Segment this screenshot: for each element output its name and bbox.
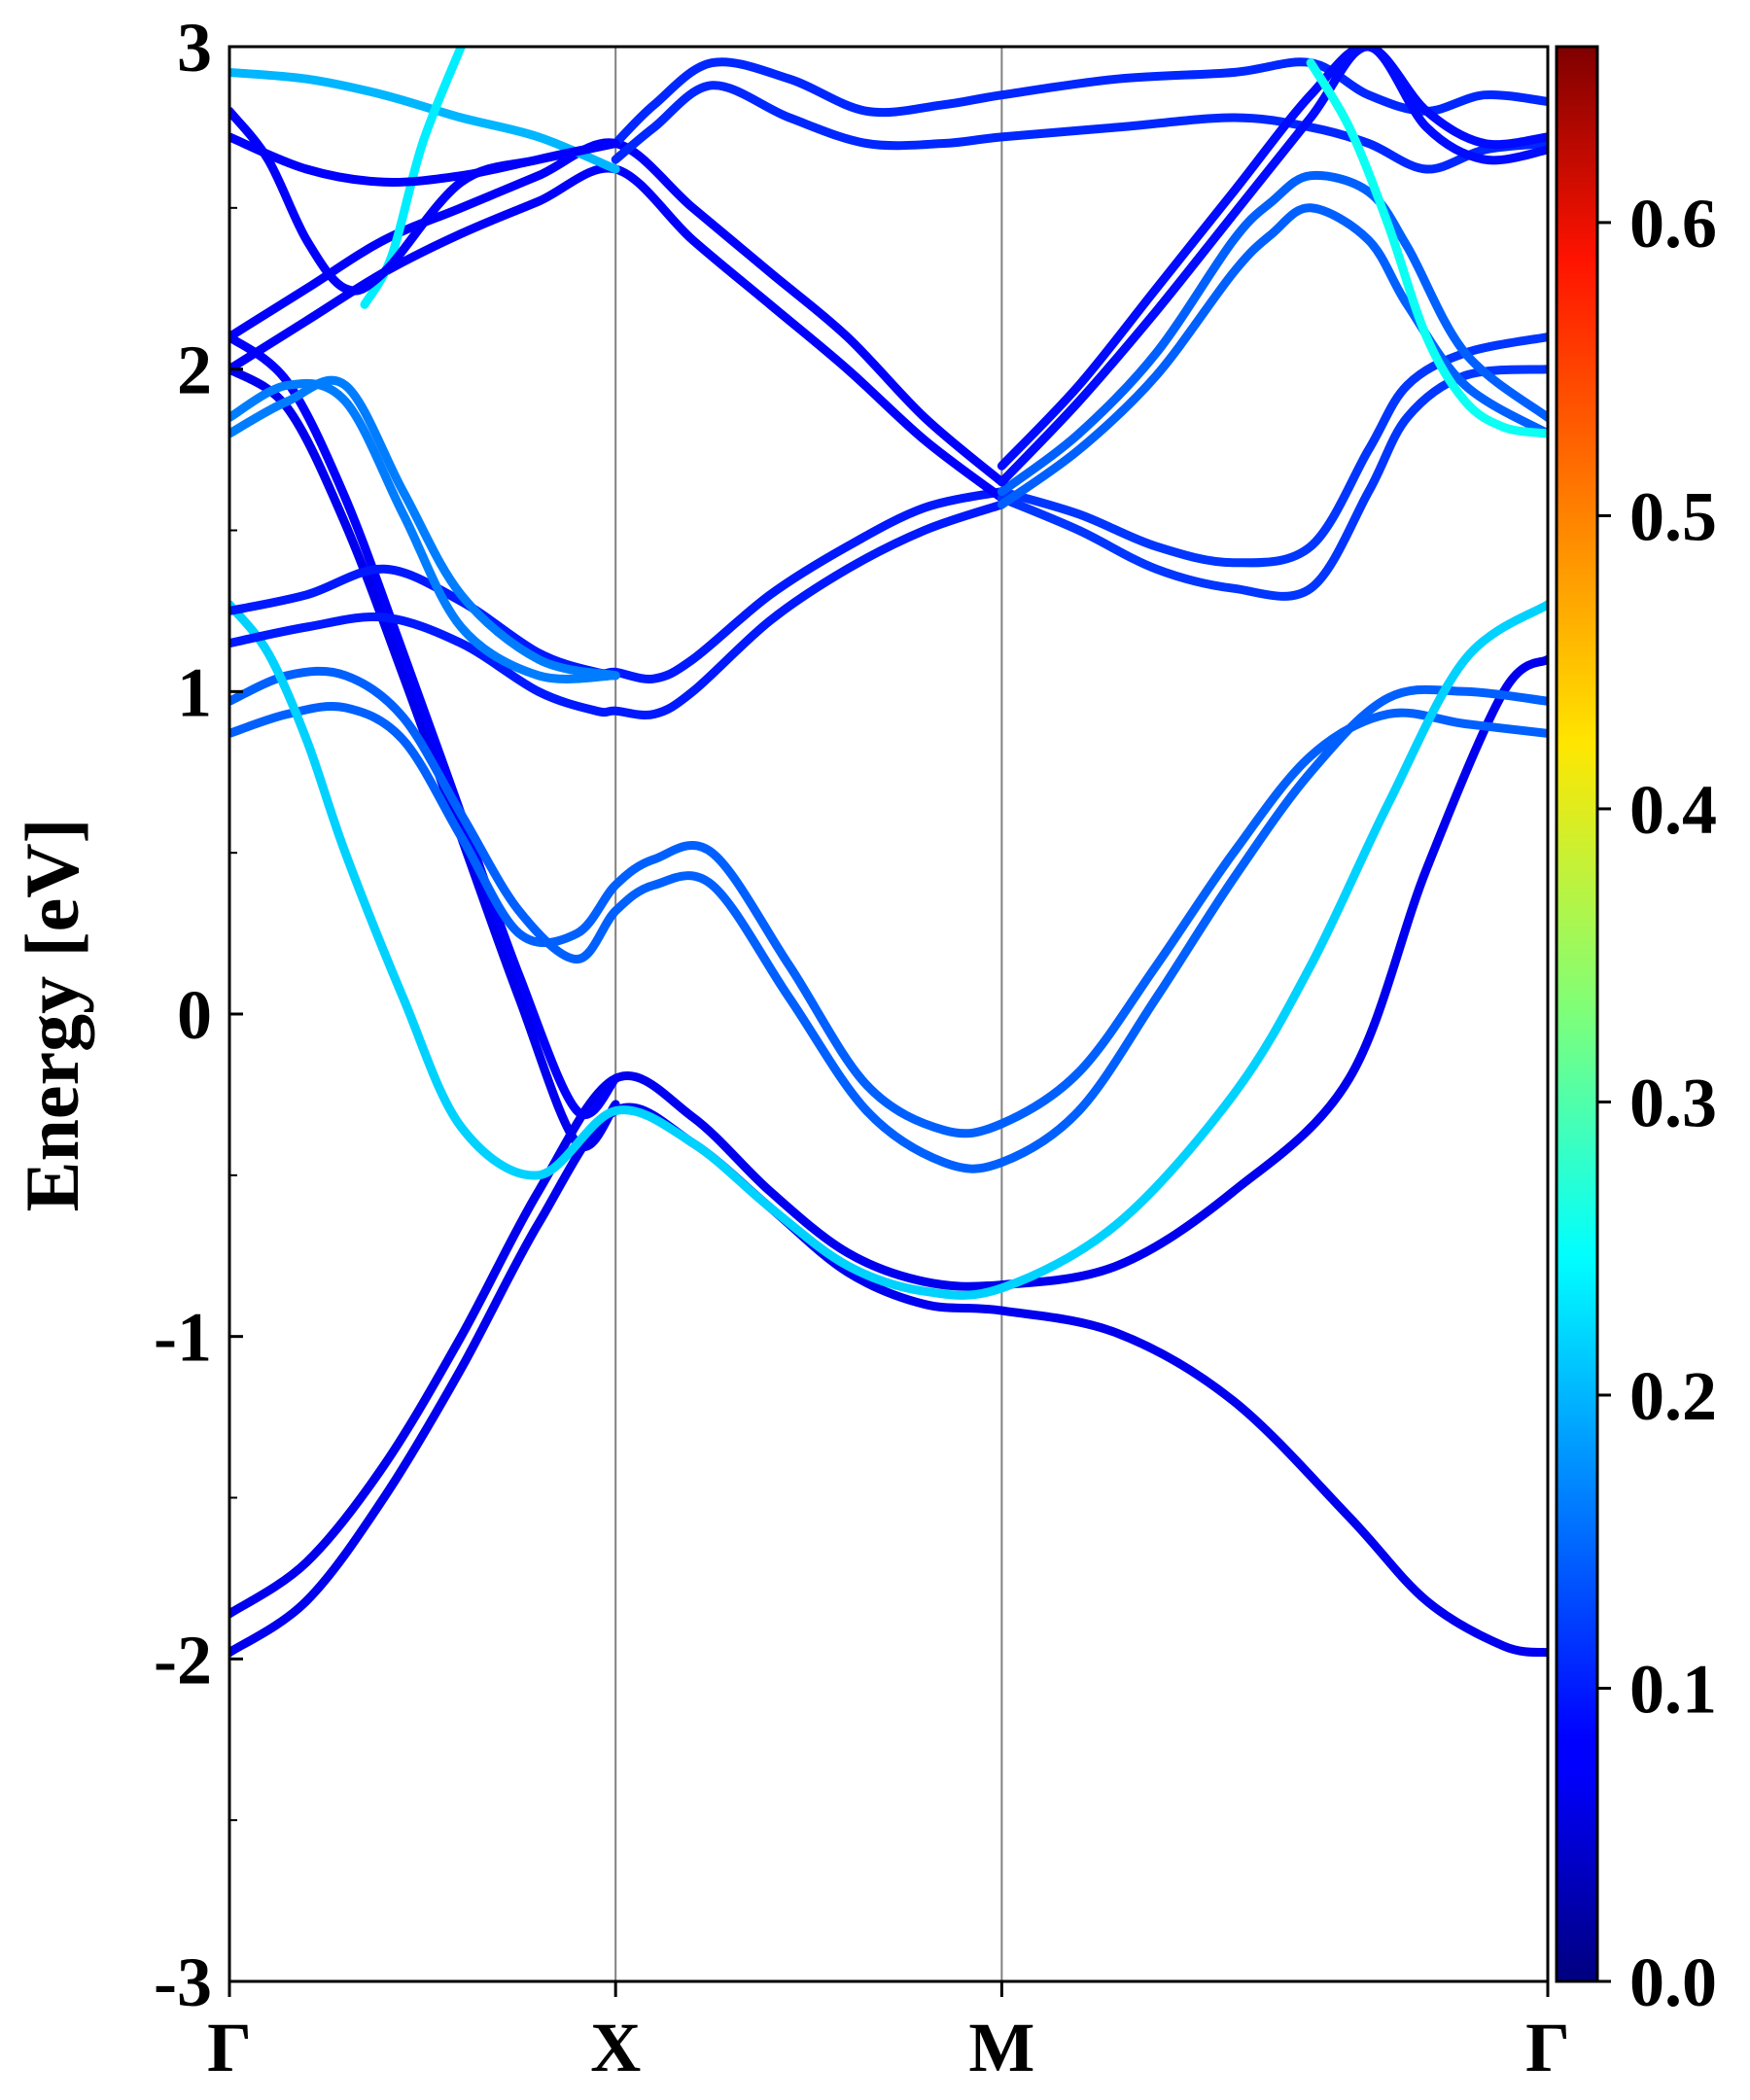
band-line-23 (229, 68, 620, 174)
band-line-15 (611, 81, 1548, 174)
high-symmetry-lines (614, 47, 1003, 1981)
band-line-4 (229, 332, 620, 1119)
band-curves (229, 47, 1548, 1658)
x-axis-ticks (228, 1981, 1550, 1997)
y-axis-tick-labels: -3 -2 -1 0 1 2 3 (154, 9, 212, 2021)
band-line-21 (997, 47, 1548, 487)
y-tick-label: 1 (177, 653, 212, 731)
x-tick-label: X (590, 2009, 641, 2086)
colorbar-gradient (1557, 47, 1597, 1981)
band-line-9 (229, 500, 1006, 720)
y-axis-label: Energy [eV] (10, 818, 94, 1211)
colorbar-ticks (1597, 221, 1611, 1983)
band-line-10 (229, 378, 620, 683)
colorbar-tick-label: 0.3 (1629, 1064, 1717, 1141)
colorbar-tick-label: 0.4 (1629, 771, 1717, 849)
band-line-17 (997, 365, 1548, 601)
band-line-11 (229, 375, 620, 681)
x-tick-label: M (968, 2009, 1034, 2086)
band-line-6 (229, 701, 1548, 1138)
band-line-1 (229, 654, 1548, 1619)
colorbar-tick-label: 0.0 (1629, 1943, 1717, 2021)
band-line-26 (229, 132, 620, 187)
x-tick-label: Γ (207, 2009, 252, 2086)
band-line-7 (229, 600, 1548, 1300)
plot-area (229, 47, 1548, 1981)
y-tick-label: -2 (154, 1621, 212, 1698)
colorbar: 0.0 0.1 0.2 0.3 0.4 0.5 0.6 (1555, 45, 1717, 2021)
band-line-22 (1306, 58, 1548, 438)
y-axis-ticks (229, 45, 243, 1983)
colorbar-tick-label: 0.1 (1629, 1650, 1717, 1728)
band-line-20 (997, 47, 1548, 471)
x-tick-label: Γ (1525, 2009, 1570, 2086)
colorbar-tick-label: 0.5 (1629, 477, 1717, 555)
y-tick-label: 2 (177, 332, 212, 409)
colorbar-frame (1555, 45, 1599, 1983)
colorbar-tick-label: 0.2 (1629, 1357, 1717, 1435)
y-tick-label: 3 (177, 9, 212, 87)
band-line-18 (997, 170, 1548, 497)
colorbar-tick-labels: 0.0 0.1 0.2 0.3 0.4 0.5 0.6 (1629, 185, 1717, 2021)
colorbar-tick-label: 0.6 (1629, 185, 1717, 262)
y-tick-label: 0 (177, 976, 212, 1054)
y-tick-label: -1 (154, 1299, 212, 1377)
y-tick-label: -3 (154, 1943, 212, 2021)
band-line-5 (229, 666, 1548, 1173)
